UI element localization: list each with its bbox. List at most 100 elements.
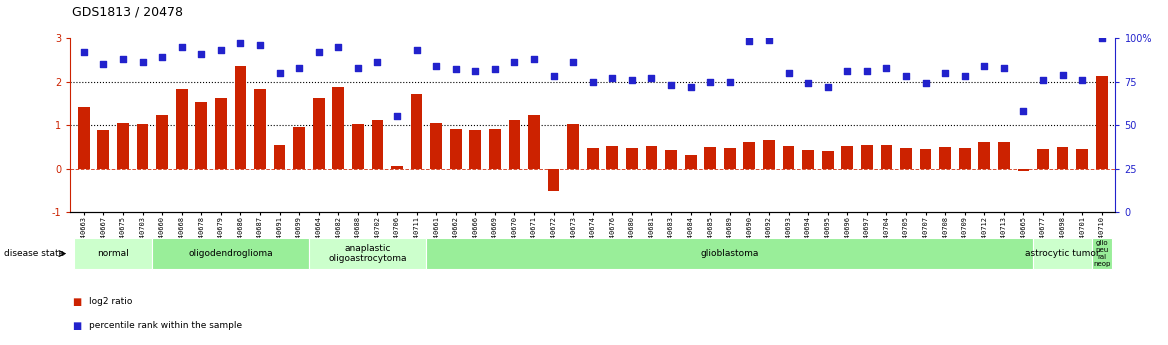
Point [524,56,543,62]
Point [897,73,916,79]
Point [857,68,876,74]
Bar [881,145,892,169]
Bar [78,107,90,169]
Bar [195,102,207,169]
Bar [586,148,599,169]
Text: GDS1813 / 20478: GDS1813 / 20478 [72,5,183,18]
Text: ■: ■ [72,321,82,331]
Bar [919,149,931,169]
Text: normal: normal [97,249,128,258]
Point [1014,108,1033,114]
Point [955,73,974,79]
Point [329,44,348,49]
Point [211,47,230,53]
Bar [1096,76,1107,169]
Bar [411,94,423,169]
Point [466,68,485,74]
Point [994,65,1013,70]
Bar [959,148,971,169]
Point [290,65,308,70]
Bar [215,98,227,169]
Bar [117,123,128,169]
Point [251,42,270,48]
Bar [528,116,540,169]
Bar [235,66,246,169]
Bar [430,123,442,169]
Text: ■: ■ [72,297,82,307]
Point [779,70,798,76]
Text: anaplastic
oligoastrocytoma: anaplastic oligoastrocytoma [328,244,406,263]
Point [1054,72,1072,77]
Point [701,79,719,84]
Point [603,75,621,81]
Text: disease state: disease state [4,249,64,258]
Point [192,51,210,56]
Bar [724,148,736,169]
Bar [568,124,579,169]
Point [741,39,759,44]
Point [231,40,250,46]
Bar [841,146,853,169]
Bar [176,89,188,169]
Text: glioblastoma: glioblastoma [701,249,759,258]
Bar [74,238,152,269]
Point [721,79,739,84]
Bar [308,238,426,269]
Bar [901,148,912,169]
Point [837,68,856,74]
Point [681,84,700,89]
Point [642,75,661,81]
Bar [352,124,363,169]
Text: percentile rank within the sample: percentile rank within the sample [89,321,242,330]
Text: log2 ratio: log2 ratio [89,297,132,306]
Point [408,47,426,53]
Bar [548,169,559,191]
Point [486,67,505,72]
Bar [1037,149,1049,169]
Bar [1017,169,1029,171]
Bar [646,146,658,169]
Point [113,56,132,62]
Bar [606,146,618,169]
Point [368,60,387,65]
Point [1034,77,1052,82]
Bar [152,238,308,269]
Point [1092,35,1111,41]
Bar [979,141,990,169]
Text: glio
neu
ral
neop: glio neu ral neop [1093,240,1111,267]
Point [583,79,603,84]
Bar [861,145,872,169]
Bar [470,130,481,169]
Bar [802,150,814,169]
Bar [157,116,168,169]
Point [799,80,818,86]
Bar [255,89,266,169]
Point [75,49,93,55]
Point [623,77,641,82]
Bar [939,147,951,169]
Bar [783,146,794,169]
Bar [626,148,638,169]
Point [446,67,465,72]
Point [1073,77,1092,82]
Point [426,63,445,69]
Point [975,63,994,69]
Bar [822,151,834,169]
Text: astrocytic tumor: astrocytic tumor [1026,249,1100,258]
Point [877,65,896,70]
Bar [293,127,305,169]
Point [662,82,681,88]
Bar [97,130,110,169]
Bar [1034,238,1092,269]
Point [93,61,112,67]
Bar [997,141,1009,169]
Bar [684,155,696,169]
Bar [744,141,756,169]
Point [916,80,934,86]
Bar [763,140,774,169]
Bar [333,87,345,169]
Point [936,70,954,76]
Bar [450,129,461,169]
Point [310,49,328,55]
Bar [371,120,383,169]
